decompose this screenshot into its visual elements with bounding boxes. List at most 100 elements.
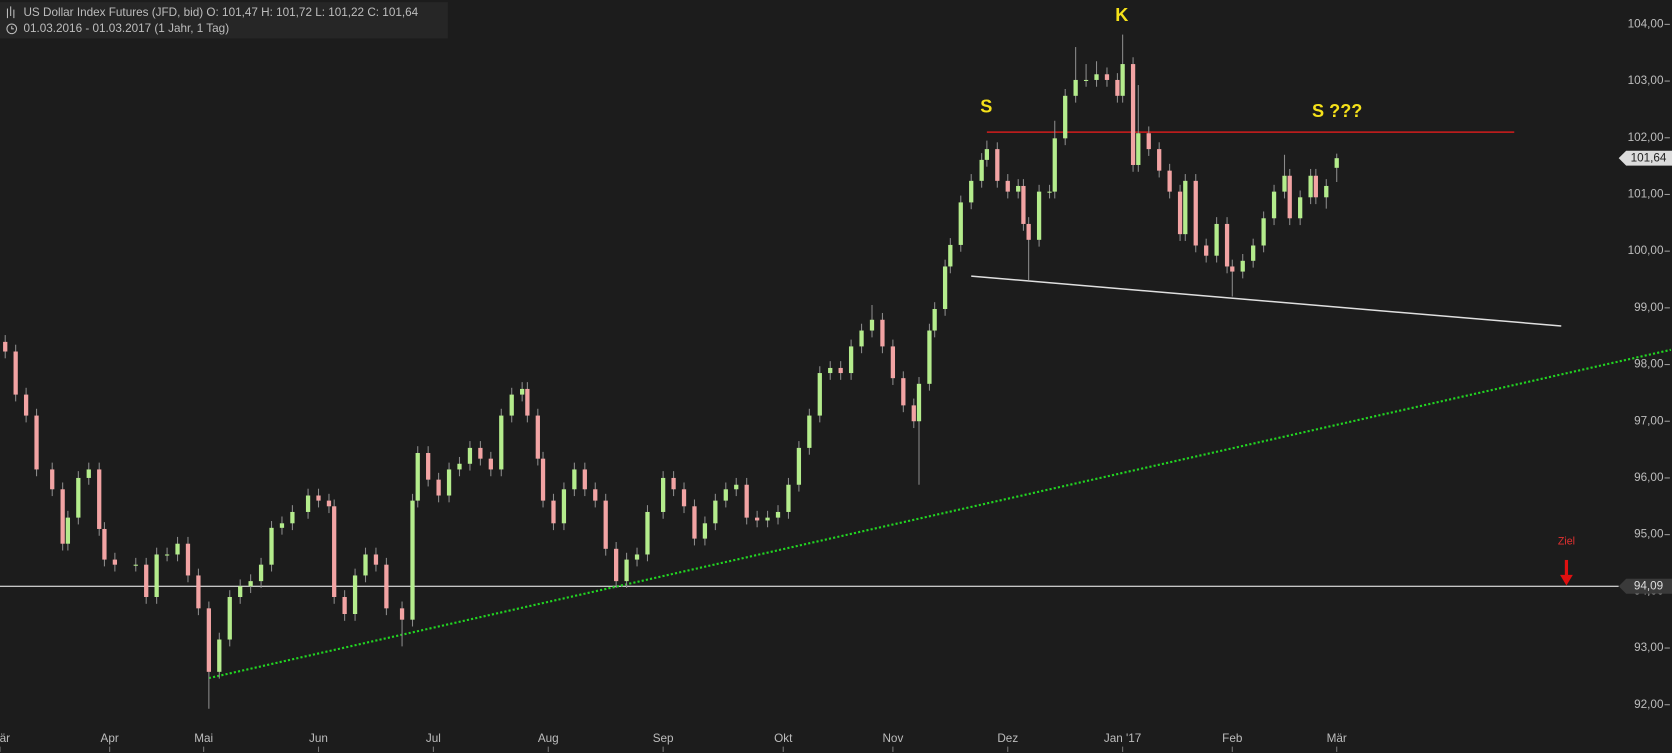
candle-body [754, 517, 760, 521]
candle-body [316, 495, 321, 501]
candle-body [1120, 64, 1125, 96]
candle-body [702, 523, 708, 539]
x-tick-label: Nov [882, 732, 903, 745]
candle-body [995, 149, 1000, 181]
x-tick-label: Okt [774, 732, 793, 745]
candle-body [859, 330, 864, 347]
x-tick-label: Sep [653, 732, 674, 745]
candle-body [1146, 133, 1151, 150]
candle-body [932, 308, 937, 331]
candle-body [1224, 223, 1230, 267]
candle-body [1282, 175, 1287, 192]
candle-body [23, 394, 29, 416]
last-price-label: 101,64 [1631, 151, 1667, 164]
candle-body [196, 575, 201, 609]
candle-body [681, 489, 687, 507]
candle-body [102, 528, 107, 560]
y-tick-label: 100,00 [1628, 244, 1664, 257]
candle-body [269, 527, 274, 565]
candle-body [1230, 266, 1235, 272]
candle-body [1308, 175, 1313, 198]
y-tick-label: 101,00 [1628, 188, 1664, 201]
candle-body [342, 597, 347, 615]
candle-body [112, 559, 118, 565]
candle-body [426, 452, 431, 480]
candle-body [880, 319, 885, 347]
candle-body [50, 469, 55, 490]
candle-body [399, 608, 405, 620]
candle-body [185, 543, 191, 576]
candle-body [901, 378, 906, 406]
candle-body [1334, 158, 1339, 168]
candle-body [305, 495, 311, 512]
candle-body [958, 202, 963, 245]
candle-body [525, 388, 530, 416]
candle-body [1261, 218, 1266, 246]
hline-label: 94,09 [1634, 579, 1663, 592]
chart-icon [6, 6, 15, 19]
candle-body [796, 447, 802, 485]
candle-body [1167, 170, 1172, 192]
candle-body [467, 447, 473, 464]
y-tick-label: 104,00 [1628, 17, 1664, 30]
candle-body [1052, 138, 1057, 192]
candle-body [238, 586, 243, 598]
x-tick-label: Jun [309, 732, 328, 745]
candle-body [1083, 79, 1089, 82]
annotation: S [980, 97, 992, 117]
candle-body [624, 559, 629, 582]
candle-body [1063, 95, 1068, 139]
candle-body [279, 523, 285, 528]
candle-body [206, 608, 211, 672]
candle-body [258, 564, 264, 582]
candle-body [1214, 223, 1219, 256]
candle-body [410, 500, 415, 620]
candle-body [1251, 245, 1256, 261]
target-arrow-head [1560, 574, 1573, 586]
candle-body [869, 319, 875, 331]
candle-body [979, 159, 984, 181]
candle-body [614, 548, 619, 582]
candle-body [415, 452, 420, 501]
candle-body [384, 564, 389, 609]
candle-body [154, 554, 159, 598]
candle-body [911, 405, 916, 422]
x-tick-label: Mär [0, 732, 10, 745]
candle-body [133, 564, 138, 566]
plot [0, 34, 1672, 709]
candle-body [828, 367, 833, 374]
candle-body [326, 500, 332, 507]
candle-body [363, 554, 368, 576]
candle-body [478, 447, 483, 459]
candle-body [786, 484, 791, 512]
candle-body [332, 506, 337, 598]
candle-body [723, 489, 728, 501]
clock-icon [6, 23, 18, 35]
candle-body [86, 469, 91, 478]
candle-body [1324, 185, 1329, 198]
y-tick-label: 93,00 [1634, 641, 1664, 654]
y-tick-label: 103,00 [1628, 74, 1664, 87]
y-tick-label: 98,00 [1634, 358, 1664, 371]
candle-body [499, 415, 504, 470]
candle-body [1005, 180, 1010, 192]
candle-body [1021, 185, 1026, 224]
candle-body [1047, 191, 1052, 193]
candle-body [248, 581, 253, 587]
candle-body [1183, 180, 1188, 235]
candle-body [603, 500, 608, 549]
candle-body [551, 500, 556, 524]
candle-body [1115, 79, 1120, 96]
x-tick-label: Mär [1327, 732, 1347, 745]
candle-body [1036, 191, 1042, 240]
candle-body [1016, 185, 1021, 192]
candle-body [76, 477, 81, 518]
candle-body [713, 500, 718, 524]
candle-body [13, 351, 18, 395]
candle-body [217, 639, 222, 672]
candle-body [34, 415, 39, 470]
candle-body [97, 469, 102, 529]
candle-body [692, 506, 697, 539]
candle-body [984, 149, 990, 160]
